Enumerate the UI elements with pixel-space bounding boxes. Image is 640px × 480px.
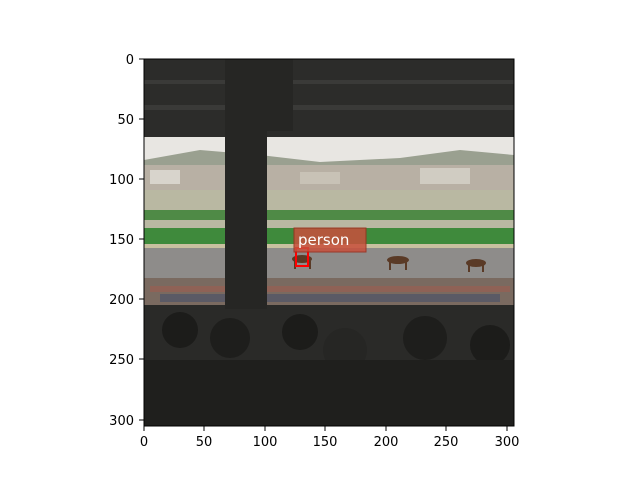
x-tick-label: 100 [253,435,278,450]
y-tick-label: 250 [109,353,134,368]
grandstand-roof-icon [144,59,514,137]
x-tick-label: 50 [196,435,213,450]
y-tick-label: 100 [109,173,134,188]
x-tick-label: 300 [495,435,520,450]
detection-label-bg [293,227,367,253]
axes-frame [143,58,515,427]
x-tick-label: 250 [434,435,459,450]
crowd-icon [144,278,514,308]
x-tick-label: 200 [374,435,399,450]
y-tick-label: 0 [126,53,134,68]
x-tick-label: 0 [140,435,148,450]
y-tick-label: 50 [117,113,134,128]
y-tick-label: 150 [109,233,134,248]
detection: person [293,227,367,267]
support-pillar-icon [225,59,267,309]
photo [144,59,514,426]
detection-label: person [298,231,349,249]
race-track-icon [144,248,514,278]
y-tick-label: 200 [109,293,134,308]
y-tick-label: 300 [109,414,134,429]
x-tick-label: 150 [313,435,338,450]
y-axis: 0 50 100 150 200 250 300 [109,53,144,429]
x-axis: 0 50 100 150 200 250 300 [140,426,520,450]
